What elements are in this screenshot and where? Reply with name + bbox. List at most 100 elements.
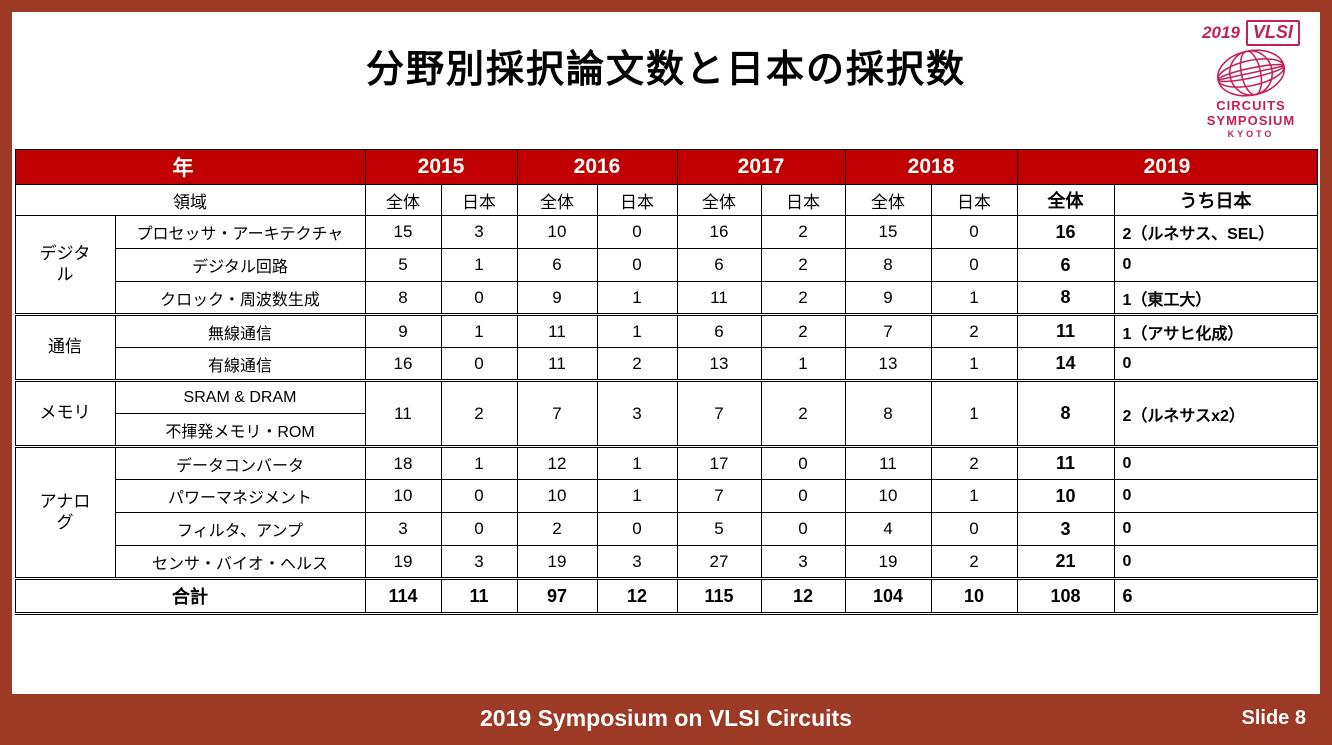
value-cell: 0 [1113, 545, 1318, 579]
value-cell: 15 [844, 215, 932, 249]
field-label: センサ・バイオ・ヘルス [114, 545, 366, 579]
field-label: SRAM & DRAM [114, 379, 366, 414]
value-cell: 0 [1113, 479, 1318, 513]
value-cell: 6 [1016, 248, 1115, 282]
value-cell: 15 [364, 215, 442, 249]
value-cell: 11 [844, 445, 932, 480]
value-cell: 11 [1016, 313, 1115, 348]
year-2018-header: 2018 [844, 149, 1018, 185]
value-cell: 10 [516, 215, 598, 249]
value-cell: 7 [844, 313, 932, 348]
page-title: 分野別採択論文数と日本の採択数 [365, 49, 966, 91]
value-cell: 11 [516, 313, 598, 348]
field-label: 無線通信 [114, 313, 366, 348]
value-cell: 3 [596, 379, 678, 447]
globe-icon [1216, 49, 1286, 97]
value-cell: 0 [930, 248, 1018, 282]
table-row: フィルタ、アンプ 3 0 2 0 5 0 4 0 3 0 [15, 512, 1318, 546]
year-2015-header: 2015 [364, 149, 518, 185]
subheader-all: 全体 [364, 184, 442, 216]
value-cell: 0 [1113, 347, 1318, 381]
value-cell: 0 [930, 512, 1018, 546]
value-cell: 1 [930, 347, 1018, 381]
field-label: 不揮発メモリ・ROM [114, 413, 366, 447]
logo-year-label: 2019 [1202, 23, 1240, 43]
value-cell: 2 [760, 313, 846, 348]
table-row: デジタル プロセッサ・アーキテクチャ 15 3 10 0 16 2 15 0 1… [14, 215, 1318, 315]
group-label-comm: 通信 [14, 313, 116, 381]
value-cell: 16 [1016, 215, 1115, 249]
value-cell: 9 [844, 281, 932, 315]
value-cell: 0 [596, 248, 678, 282]
table-row: クロック・周波数生成 8 0 9 1 11 2 9 1 8 1（東工大） [15, 281, 1318, 315]
value-cell: 7 [676, 479, 762, 513]
papers-table: 年 2015 2016 2017 2018 2019 領域 全体 日本 全体 日… [14, 149, 1318, 615]
table-row: 不揮発メモリ・ROM [15, 413, 1317, 447]
value-cell: 2 [930, 445, 1018, 480]
field-label: 有線通信 [114, 347, 366, 381]
total-cell: 12 [596, 577, 678, 615]
value-cell: 2 [760, 281, 846, 315]
total-cell: 104 [844, 577, 932, 615]
value-cell: 4 [844, 512, 932, 546]
year-2019-header: 2019 [1016, 149, 1318, 185]
value-cell: 7 [676, 379, 762, 447]
value-cell: 11 [1016, 445, 1115, 480]
value-cell: 2 [930, 313, 1018, 348]
footer-title: 2019 Symposium on VLSI Circuits [480, 705, 852, 731]
logo-symposium-label: SYMPOSIUM [1206, 112, 1296, 128]
value-cell: 0 [930, 215, 1018, 249]
field-label: デジタル回路 [114, 248, 366, 282]
value-cell: 1 [440, 445, 518, 480]
subheader-all-2019: 全体 [1016, 184, 1115, 216]
value-cell: 1 [596, 281, 678, 315]
field-label: データコンバータ [114, 445, 366, 480]
value-cell: 27 [676, 545, 762, 579]
field-label: プロセッサ・アーキテクチャ [114, 215, 366, 249]
value-cell: 1 [930, 479, 1018, 513]
value-cell: 8 [1016, 379, 1115, 447]
value-cell: 19 [844, 545, 932, 579]
value-cell: 0 [760, 479, 846, 513]
value-cell: 2 [760, 248, 846, 282]
group-label-digital: デジタル [14, 215, 116, 315]
total-cell: 11 [440, 577, 518, 615]
value-cell: 19 [516, 545, 598, 579]
total-cell: 115 [676, 577, 762, 615]
value-cell: 12 [516, 445, 598, 480]
value-cell: 6 [676, 313, 762, 348]
year-2017-header: 2017 [676, 149, 846, 185]
value-cell: 1 [930, 281, 1018, 315]
value-cell: 2（ルネサスx2） [1113, 379, 1318, 447]
value-cell: 2 [760, 215, 846, 249]
subheader-japan: 日本 [930, 184, 1018, 216]
value-cell: 0 [760, 512, 846, 546]
total-cell: 97 [516, 577, 598, 615]
value-cell: 3 [1016, 512, 1115, 546]
slide-number: Slide 8 [1241, 707, 1306, 729]
value-cell: 6 [516, 248, 598, 282]
table-row: センサ・バイオ・ヘルス 19 3 19 3 27 3 19 2 21 0 [15, 545, 1318, 579]
value-cell: 0 [596, 512, 678, 546]
value-cell: 2 [930, 545, 1018, 579]
value-cell: 0 [1113, 512, 1318, 546]
total-cell: 10 [930, 577, 1018, 615]
value-cell: 3 [760, 545, 846, 579]
field-label: フィルタ、アンプ [114, 512, 366, 546]
total-cell: 108 [1016, 577, 1115, 615]
value-cell: 8 [844, 248, 932, 282]
value-cell: 0 [760, 445, 846, 480]
value-cell: 10 [1016, 479, 1115, 513]
value-cell: 1 [440, 248, 518, 282]
table-row: 通信 無線通信 9 1 11 1 6 2 7 2 11 1（アサヒ化成） [14, 313, 1318, 381]
value-cell: 1 [440, 313, 518, 348]
slide-content: 分野別採択論文数と日本の採択数 2019 VLSI CIRCUITS SYMPO… [12, 12, 1320, 694]
value-cell: 3 [440, 545, 518, 579]
value-cell: 9 [516, 281, 598, 315]
total-label: 合計 [14, 577, 366, 615]
value-cell: 2（ルネサス、SEL） [1113, 215, 1318, 249]
value-cell: 21 [1016, 545, 1115, 579]
logo-vlsi-box: VLSI [1245, 20, 1300, 46]
value-cell: 13 [844, 347, 932, 381]
